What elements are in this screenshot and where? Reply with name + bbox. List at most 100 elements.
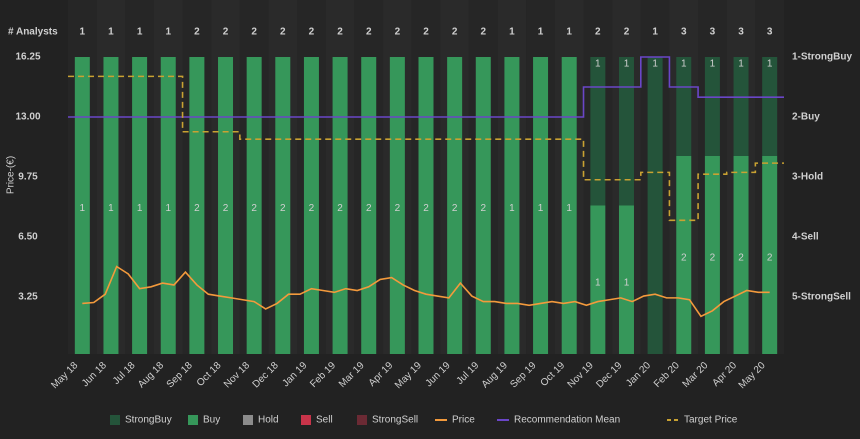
analyst-count: 1	[566, 27, 572, 38]
bar-label: 1	[566, 203, 572, 214]
legend-swatch	[301, 415, 311, 425]
bar-label: 2	[251, 203, 257, 214]
bar-label: 1	[595, 59, 601, 70]
legend-swatch	[110, 415, 120, 425]
bar-label: 1	[652, 59, 658, 70]
bar-label: 2	[480, 203, 486, 214]
bar-label: 1	[681, 59, 687, 70]
bar-segment	[676, 57, 692, 156]
bar-segment	[704, 156, 720, 354]
bar-label: 2	[309, 203, 315, 214]
y-tick-label: 9.75	[18, 172, 38, 183]
bar-segment	[103, 57, 119, 354]
bar-segment	[218, 57, 234, 354]
analyst-count: 2	[452, 27, 458, 38]
bar-segment	[447, 57, 463, 354]
bar-segment	[303, 57, 319, 354]
analyst-count: 1	[108, 27, 114, 38]
y-tick-label: 16.25	[15, 52, 40, 63]
price-line	[82, 265, 770, 318]
analyst-count: 2	[624, 27, 630, 38]
bar-label: 2	[280, 203, 286, 214]
analyst-count: 3	[681, 27, 687, 38]
bar-label: 1	[165, 203, 171, 214]
bar-segment	[733, 57, 749, 156]
analysts-label: # Analysts	[8, 27, 58, 38]
analyst-count: 2	[366, 27, 372, 38]
legend-label: Price	[452, 415, 475, 426]
analyst-count: 2	[395, 27, 401, 38]
bar-segment	[533, 57, 549, 354]
analyst-count: 1	[652, 27, 658, 38]
legend-label: Target Price	[684, 415, 738, 426]
bar-segment	[762, 156, 778, 354]
bar-label: 2	[366, 203, 372, 214]
legend-label: StrongBuy	[125, 415, 172, 426]
bar-segment	[704, 57, 720, 156]
mean-line	[68, 56, 784, 118]
legend-label: Hold	[258, 415, 279, 426]
y2-tick-label: 3-Hold	[792, 172, 823, 183]
bar-segment	[332, 57, 348, 354]
analyst-count: 2	[194, 27, 200, 38]
y2-tick-label: 5-StrongSell	[792, 292, 851, 303]
bar-segment	[647, 57, 663, 354]
analyst-count: 2	[223, 27, 229, 38]
bar-label: 1	[624, 59, 630, 70]
bar-label: 1	[108, 203, 114, 214]
analyst-count: 2	[280, 27, 286, 38]
bar-label: 2	[395, 203, 401, 214]
y-axis-label: Price-(€)	[6, 156, 17, 194]
bar-label: 2	[710, 253, 716, 264]
bar-segment	[361, 57, 377, 354]
bar-segment	[74, 57, 90, 354]
bar-label: 1	[80, 203, 86, 214]
bar-segment	[762, 57, 778, 156]
bar-segment	[246, 57, 262, 354]
y-tick-label: 6.50	[18, 232, 38, 243]
y2-tick-label: 2-Buy	[792, 112, 820, 123]
bar-label: 2	[767, 253, 773, 264]
legend-swatch	[243, 415, 253, 425]
analyst-count: 2	[337, 27, 343, 38]
analyst-count: 2	[309, 27, 315, 38]
bar-segment	[132, 57, 148, 354]
bar-segment	[590, 205, 606, 354]
bar-label: 1	[710, 59, 716, 70]
bar-label: 1	[624, 277, 630, 288]
legend-swatch	[188, 415, 198, 425]
bar-segment	[676, 156, 692, 354]
bar-label: 1	[595, 277, 601, 288]
y-tick-label: 13.00	[15, 112, 40, 123]
bar-segment	[418, 57, 434, 354]
analyst-count: 3	[767, 27, 773, 38]
bar-segment	[618, 57, 634, 206]
bar-label: 1	[738, 59, 744, 70]
bar-label: 1	[538, 203, 544, 214]
y-tick-label: 3.25	[18, 292, 38, 303]
legend-label: Sell	[316, 415, 333, 426]
analyst-count: 1	[538, 27, 544, 38]
bar-segment	[590, 57, 606, 206]
analyst-count: 2	[423, 27, 429, 38]
bar-label: 1	[767, 59, 773, 70]
target-line	[68, 75, 784, 222]
analyst-count: 1	[137, 27, 143, 38]
bar-segment	[733, 156, 749, 354]
analyst-count: 1	[165, 27, 171, 38]
bar-label: 1	[509, 203, 515, 214]
y2-tick-label: 1-StrongBuy	[792, 52, 852, 63]
bar-segment	[504, 57, 520, 354]
bar-label: 2	[681, 253, 687, 264]
bar-segment	[160, 57, 176, 354]
bar-segment	[475, 57, 491, 354]
bar-segment	[561, 57, 577, 354]
analyst-count: 2	[251, 27, 257, 38]
bar-label: 1	[137, 203, 143, 214]
bar-label: 2	[423, 203, 429, 214]
analyst-count: 3	[738, 27, 744, 38]
legend-swatch	[357, 415, 367, 425]
legend-label: Buy	[203, 415, 220, 426]
analyst-count: 3	[710, 27, 716, 38]
